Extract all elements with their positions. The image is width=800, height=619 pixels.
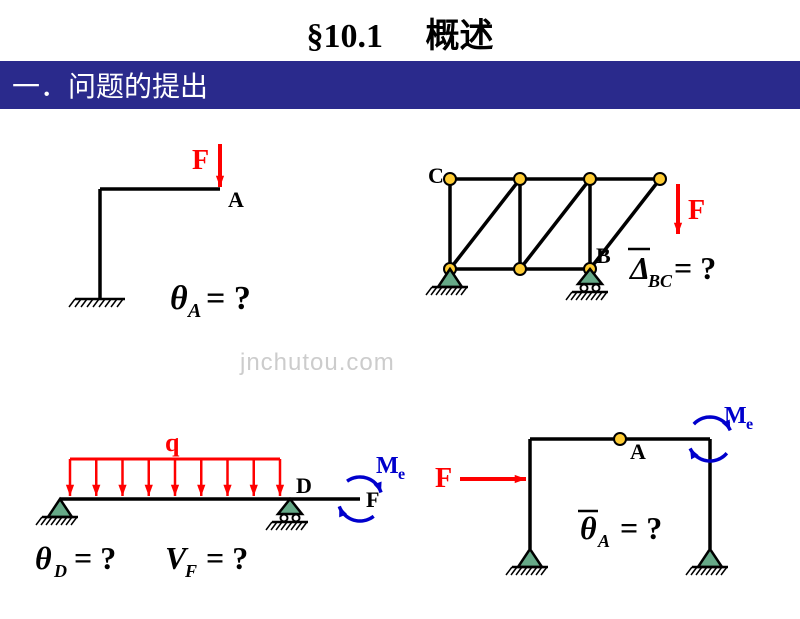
section-subtitle: 一．问题的提出 bbox=[12, 72, 208, 103]
section-number: §10.1 bbox=[307, 18, 384, 55]
svg-text:= ?: = ? bbox=[74, 540, 116, 576]
svg-text:BC: BC bbox=[647, 271, 673, 291]
svg-text:= ?: = ? bbox=[206, 280, 251, 317]
svg-text:A: A bbox=[630, 439, 646, 464]
svg-text:D: D bbox=[53, 561, 67, 581]
svg-text:D: D bbox=[296, 473, 312, 498]
svg-text:Δ: Δ bbox=[628, 250, 650, 286]
svg-text:F: F bbox=[688, 195, 705, 226]
diagrams-area: jnchutou.com FAθA= ?CBFΔBC= ?qDFMeθD= ?V… bbox=[0, 109, 800, 609]
svg-text:F: F bbox=[435, 463, 452, 494]
svg-text:θ: θ bbox=[35, 540, 52, 576]
svg-text:F: F bbox=[366, 487, 379, 512]
svg-text:M: M bbox=[376, 453, 399, 479]
svg-text:A: A bbox=[597, 531, 610, 551]
svg-text:= ?: = ? bbox=[620, 510, 662, 546]
svg-text:M: M bbox=[724, 403, 747, 429]
svg-text:e: e bbox=[746, 416, 753, 433]
svg-text:= ?: = ? bbox=[206, 540, 248, 576]
svg-text:= ?: = ? bbox=[674, 250, 716, 286]
section-subtitle-band: 一．问题的提出 bbox=[0, 61, 800, 109]
svg-text:θ: θ bbox=[170, 280, 188, 317]
page-title: §10.1 概述 bbox=[0, 0, 800, 61]
svg-text:B: B bbox=[596, 243, 611, 268]
svg-text:A: A bbox=[186, 300, 201, 322]
diagram-canvas: FAθA= ?CBFΔBC= ?qDFMeθD= ?VF= ?AFMeθA= ? bbox=[0, 109, 800, 619]
svg-text:e: e bbox=[398, 466, 405, 483]
svg-text:A: A bbox=[228, 187, 244, 212]
svg-text:C: C bbox=[428, 163, 444, 188]
svg-text:F: F bbox=[184, 561, 197, 581]
svg-text:θ: θ bbox=[580, 510, 597, 546]
svg-text:F: F bbox=[192, 145, 209, 176]
section-title: 概述 bbox=[426, 18, 494, 55]
svg-text:q: q bbox=[165, 428, 180, 457]
